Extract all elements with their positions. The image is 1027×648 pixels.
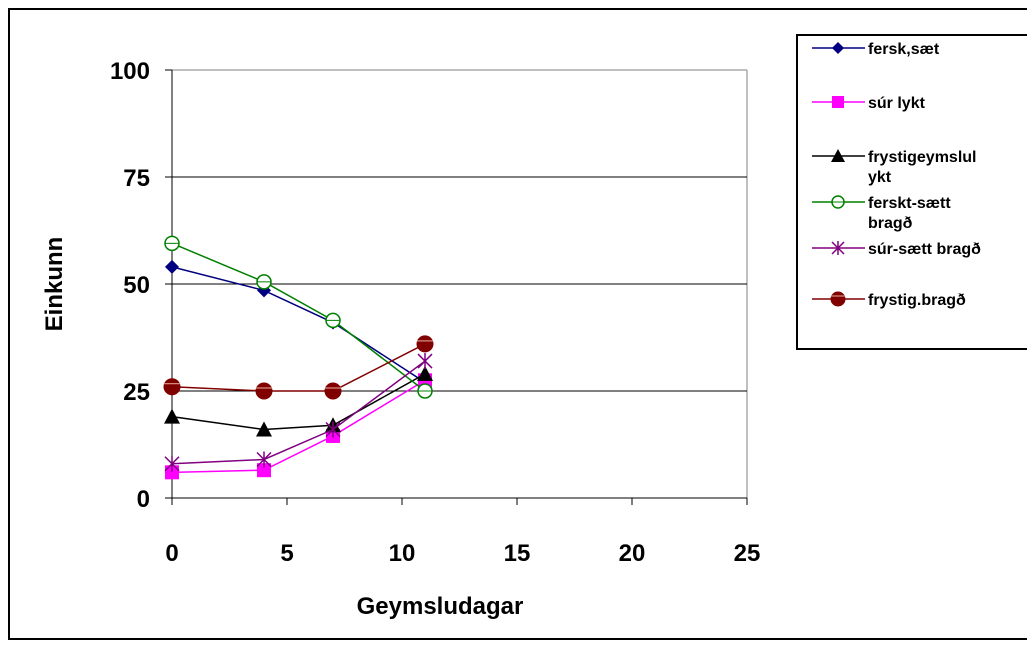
legend-label: súr lykt	[868, 95, 926, 112]
x-tick-label: 15	[504, 540, 531, 567]
x-tick-label: 5	[280, 540, 293, 567]
x-axis-label: Geymsludagar	[357, 593, 524, 620]
data-point	[164, 235, 180, 252]
data-point	[325, 421, 341, 438]
data-point	[256, 451, 272, 468]
legend-label: súr-sætt bragð	[868, 241, 981, 258]
legend-label: fersk,sæt	[868, 41, 940, 58]
data-point	[165, 465, 179, 480]
data-point	[255, 382, 273, 400]
y-axis-label: Einkunn	[41, 237, 68, 332]
data-point	[325, 312, 341, 329]
series-line	[171, 373, 426, 431]
data-point	[417, 353, 433, 370]
x-tick-label: 10	[389, 540, 416, 567]
axes: 0 25 50 75 100 0 5 10 15 20 25	[110, 58, 760, 567]
legend-label: frystigeymslul ykt	[868, 149, 976, 186]
series-line	[171, 242, 426, 392]
legend-marker	[832, 42, 844, 54]
data-point	[417, 383, 433, 399]
marker-fill	[163, 378, 181, 396]
series-line	[171, 266, 426, 384]
marker-fill	[830, 291, 846, 307]
y-tick-label: 100	[110, 58, 150, 85]
data-point	[256, 421, 272, 437]
y-tick-label: 25	[123, 379, 150, 406]
data-point	[164, 455, 180, 472]
marker-fill	[416, 335, 434, 353]
series-group	[163, 235, 434, 480]
series-3	[164, 235, 433, 399]
y-tick-label: 75	[123, 165, 150, 192]
legend-marker	[831, 149, 845, 162]
series-2	[164, 365, 433, 437]
legend-label: frystig.bragð	[868, 292, 966, 309]
data-point	[256, 274, 272, 290]
data-point	[417, 365, 433, 381]
legend-marker	[830, 291, 846, 307]
legend-box	[796, 34, 1027, 350]
series-5	[163, 335, 434, 400]
x-tick-label: 25	[734, 540, 761, 567]
data-point	[163, 378, 181, 396]
data-point	[416, 335, 434, 353]
marker-fill	[255, 382, 273, 400]
y-tick-label: 0	[137, 486, 150, 513]
data-point	[257, 463, 271, 478]
legend-marker	[831, 195, 845, 209]
marker-fill	[324, 382, 342, 400]
series-1	[165, 373, 432, 480]
legend-marker	[831, 241, 845, 255]
series-line	[171, 343, 426, 392]
series-0	[165, 259, 432, 390]
x-tick-label: 0	[165, 540, 178, 567]
legend: fersk,sæt súr lykt frystigeymslul ykt ferskt…	[796, 34, 1027, 350]
series-4	[164, 353, 433, 472]
data-point	[165, 259, 179, 274]
y-tick-label: 50	[123, 272, 150, 299]
series-line	[171, 379, 426, 474]
data-point	[324, 382, 342, 400]
data-point	[164, 408, 180, 424]
legend-label: ferskt-sætt bragð	[868, 195, 951, 232]
series-line	[171, 360, 426, 465]
legend-marker	[832, 96, 844, 108]
x-tick-label: 20	[619, 540, 646, 567]
